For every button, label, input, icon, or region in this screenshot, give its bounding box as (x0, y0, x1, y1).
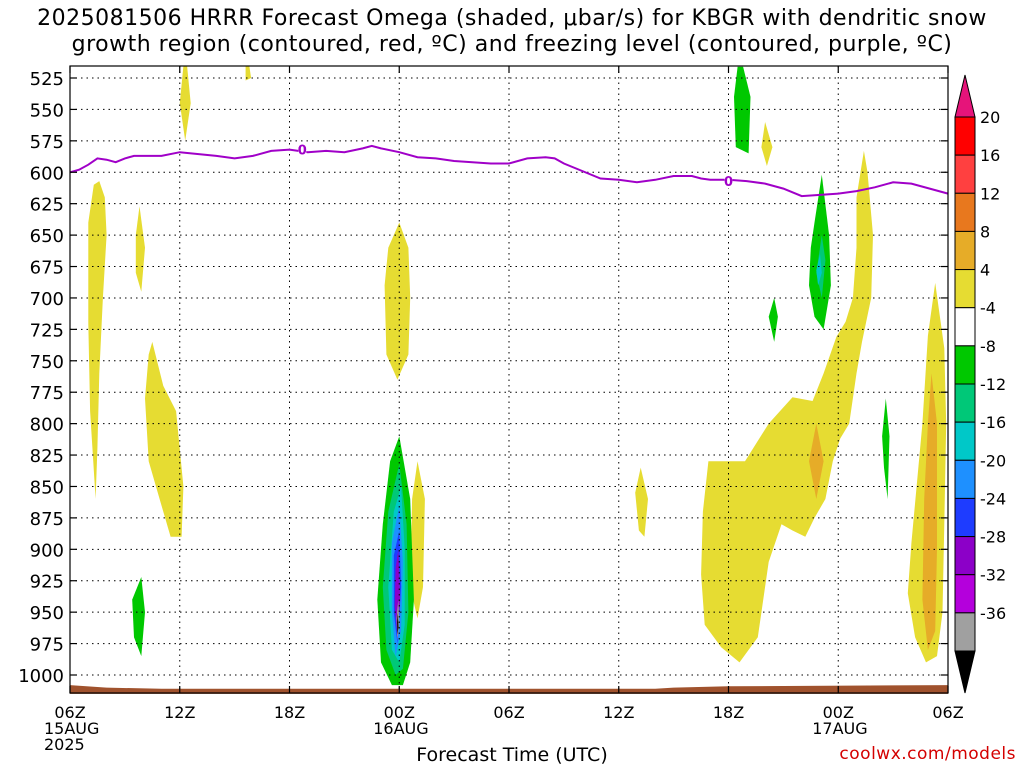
omega-region-8 (701, 150, 873, 663)
chart-title-line-2: growth region (contoured, red, ºC) and f… (71, 32, 953, 57)
colorbar-bottom-arrow (954, 650, 976, 694)
colorbar-label-3: 8 (980, 222, 990, 241)
y-tick-label-550: 550 (30, 100, 64, 121)
freezing-level-line (69, 144, 949, 198)
omega-region-9 (761, 122, 773, 166)
colorbar: 20 16 12 8 4 -4 -8 -12 -16 -20 -24 -28 -32 -36 (954, 74, 1006, 694)
axes-layer: 525 550 575 600 625 650 675 700 725 750 775 800 825 8… (18, 65, 964, 754)
colorbar-label-2: 12 (980, 184, 1000, 203)
omega-region-7 (635, 467, 648, 537)
colorbar-label-0: 20 (980, 108, 1000, 127)
omega-region-0 (88, 181, 107, 499)
x-axis-title: Forecast Time (UTC) (416, 744, 608, 766)
colorbar-label-13: -36 (980, 604, 1006, 623)
colorbar-label-11: -28 (980, 528, 1006, 547)
y-tick-label-850: 850 (30, 477, 64, 498)
y-tick-label-700: 700 (30, 289, 64, 310)
colorbar-swatch-4 (954, 269, 976, 309)
colorbar-label-1: 16 (980, 146, 1000, 165)
colorbar-swatch-5 (954, 307, 976, 347)
colorbar-label-6: -8 (980, 337, 996, 356)
x-tick-label-18-0: 00Z (384, 703, 415, 722)
x-tick-label-0-2: 2025 (44, 735, 85, 754)
y-tick-label-975: 975 (30, 635, 64, 656)
omega-region-13 (734, 66, 751, 154)
omega-region-15 (768, 297, 778, 342)
y-tick-label-625: 625 (30, 195, 64, 216)
x-tick-label-6-0: 12Z (164, 703, 195, 722)
x-tick-label-48-0: 06Z (932, 703, 963, 722)
freezing-level-label-0: 0 (298, 144, 307, 159)
omega-region-6 (410, 461, 425, 619)
colorbar-swatch-11 (954, 536, 976, 576)
x-tick-label-42-1: 17AUG (812, 719, 867, 738)
y-tick-label-675: 675 (30, 258, 64, 279)
y-tick-label-825: 825 (30, 446, 64, 467)
freezing-level-label-1: 0 (724, 175, 733, 190)
y-tick-label-875: 875 (30, 509, 64, 530)
colorbar-swatch-2 (954, 192, 976, 232)
freezing-level-layer: 00 (69, 142, 949, 198)
omega-region-2 (179, 66, 191, 141)
omega-region-12 (922, 373, 937, 650)
omega-region-16 (882, 398, 890, 499)
y-tick-label-725: 725 (30, 320, 64, 341)
colorbar-label-9: -20 (980, 451, 1006, 470)
x-tick-label-0-0: 06Z (54, 703, 85, 722)
y-tick-label-775: 775 (30, 383, 64, 404)
colorbar-swatch-9 (954, 459, 976, 499)
colorbar-swatch-6 (954, 345, 976, 385)
colorbar-label-5: -4 (980, 299, 996, 318)
omega-region-1 (135, 206, 145, 292)
colorbar-swatch-7 (954, 383, 976, 423)
y-tick-label-950: 950 (30, 603, 64, 624)
colorbar-label-7: -12 (980, 375, 1006, 394)
omega-region-11 (809, 423, 824, 499)
colorbar-label-8: -16 (980, 413, 1006, 432)
y-tick-label-900: 900 (30, 540, 64, 561)
x-tick-label-24-0: 06Z (493, 703, 524, 722)
x-tick-label-30-0: 12Z (603, 703, 634, 722)
omega-region-5 (384, 222, 411, 380)
omega-region-27 (397, 612, 399, 635)
colorbar-swatch-12 (954, 574, 976, 614)
omega-region-17 (132, 577, 145, 657)
colorbar-label-10: -24 (980, 489, 1006, 508)
chart-title: 2025081506 HRRR Forecast Omega (shaded, … (0, 6, 1024, 58)
colorbar-swatch-3 (954, 230, 976, 271)
colorbar-label-12: -32 (980, 566, 1006, 585)
y-tick-label-925: 925 (30, 572, 64, 593)
y-tick-label-600: 600 (30, 163, 64, 184)
x-tick-label-12-0: 18Z (274, 703, 305, 722)
freezing-level-label-bg-1 (724, 174, 733, 189)
y-tick-label-750: 750 (30, 352, 64, 373)
colorbar-swatch-1 (954, 154, 976, 194)
colorbar-swatch-0 (954, 116, 976, 156)
omega-shading-layer (88, 66, 947, 686)
omega-region-4 (145, 341, 184, 537)
colorbar-top-arrow (954, 74, 976, 118)
x-tick-label-18-1: 16AUG (373, 719, 428, 738)
y-tick-label-575: 575 (30, 132, 64, 153)
credit-link[interactable]: coolwx.com/models (839, 744, 1016, 764)
omega-region-3 (245, 66, 252, 81)
x-tick-label-42-0: 00Z (823, 703, 854, 722)
colorbar-swatch-10 (954, 497, 976, 538)
colorbar-swatch-13 (954, 612, 976, 652)
x-tick-label-0-1: 15AUG (44, 719, 99, 738)
colorbar-label-4: 4 (980, 261, 990, 280)
y-tick-label-1000: 1000 (18, 666, 64, 687)
freezing-level-label-bg-0 (298, 142, 307, 157)
colorbar-swatch-8 (954, 421, 976, 461)
y-tick-label-650: 650 (30, 226, 64, 247)
chart-title-line-1: 2025081506 HRRR Forecast Omega (shaded, … (37, 6, 987, 31)
omega-region-22 (816, 254, 822, 286)
y-tick-label-800: 800 (30, 415, 64, 436)
y-tick-label-525: 525 (30, 69, 64, 90)
grid-layer (70, 66, 948, 693)
x-tick-label-36-0: 18Z (713, 703, 744, 722)
